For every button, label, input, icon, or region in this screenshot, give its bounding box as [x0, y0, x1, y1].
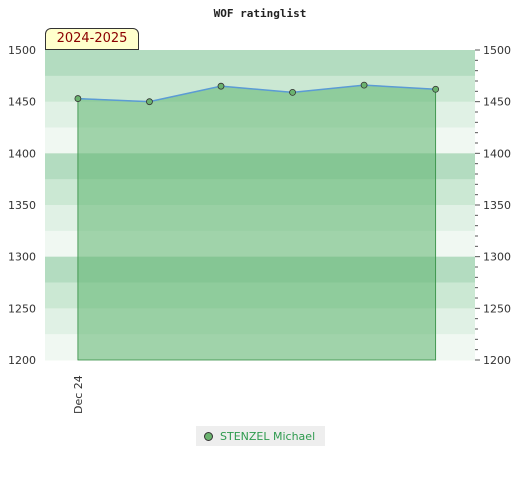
rating-line	[77, 84, 436, 103]
y-tick-label-left: 1250	[8, 302, 36, 315]
x-axis: Dec 24	[72, 375, 85, 414]
rating-area-fill	[77, 84, 437, 361]
y-tick-label-left: 1450	[8, 96, 36, 109]
y-tick-label-left: 1500	[8, 44, 36, 57]
y-tick-label-left: 1350	[8, 199, 36, 212]
y-tick-label-left: 1300	[8, 251, 36, 264]
rating-points	[74, 81, 440, 106]
legend-marker-icon	[204, 431, 213, 441]
rating-area	[77, 84, 437, 361]
legend[interactable]: STENZEL Michael	[196, 426, 325, 446]
background-band	[45, 50, 475, 77]
y-tick-label-right: 1350	[483, 199, 511, 212]
y-axis-right: 1200 1250 1300 1350 1400 1450 1500	[475, 44, 511, 367]
y-tick-label-right: 1500	[483, 44, 511, 57]
rating-point	[74, 95, 82, 102]
legend-label: STENZEL Michael	[220, 429, 316, 443]
rating-point	[289, 88, 296, 96]
chart-title: WOF ratinglist	[214, 7, 307, 20]
rating-point	[217, 82, 225, 90]
y-tick-label-right: 1450	[483, 96, 511, 109]
y-tick-label-right: 1200	[483, 354, 511, 367]
y-tick-label-right: 1400	[483, 147, 511, 160]
y-tick-label-left: 1400	[8, 147, 36, 160]
rating-point	[432, 85, 440, 93]
rating-point	[146, 98, 153, 106]
y-tick-label-right: 1300	[483, 251, 511, 264]
y-axis-left: 1200 1250 1300 1350 1400 1450 1500	[8, 44, 36, 367]
y-tick-label-left: 1200	[8, 354, 36, 367]
x-tick-label: Dec 24	[72, 375, 85, 414]
season-label: 2024-2025	[45, 28, 139, 50]
rating-point	[360, 81, 368, 89]
y-tick-label-right: 1250	[483, 302, 511, 315]
